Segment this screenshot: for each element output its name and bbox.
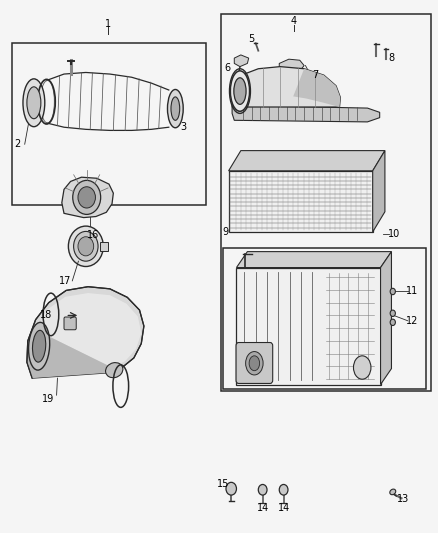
Polygon shape (293, 69, 340, 107)
Ellipse shape (226, 482, 237, 495)
Ellipse shape (353, 356, 371, 379)
Polygon shape (27, 287, 144, 378)
Ellipse shape (390, 288, 396, 295)
Bar (237, 268, 381, 384)
Ellipse shape (390, 310, 396, 317)
Polygon shape (46, 114, 169, 131)
Bar (223, 248, 426, 389)
Text: 8: 8 (389, 53, 395, 62)
Ellipse shape (28, 322, 49, 370)
Polygon shape (232, 67, 340, 107)
Text: 12: 12 (406, 316, 418, 326)
Text: 13: 13 (397, 494, 410, 504)
Text: 14: 14 (278, 503, 290, 513)
Text: 14: 14 (257, 503, 269, 513)
Polygon shape (237, 252, 392, 268)
Ellipse shape (78, 237, 94, 256)
Ellipse shape (230, 71, 250, 111)
Text: 6: 6 (225, 63, 231, 73)
Bar (12, 43, 206, 205)
Text: 7: 7 (312, 70, 318, 80)
Polygon shape (229, 151, 385, 171)
Text: 17: 17 (59, 276, 71, 286)
Text: 18: 18 (40, 310, 53, 320)
Ellipse shape (279, 484, 288, 495)
Ellipse shape (27, 87, 41, 119)
Ellipse shape (234, 78, 246, 104)
Polygon shape (62, 177, 113, 217)
Ellipse shape (73, 180, 101, 214)
Polygon shape (279, 59, 304, 72)
Text: 15: 15 (217, 480, 230, 489)
Text: 2: 2 (14, 139, 21, 149)
Text: 19: 19 (42, 394, 54, 405)
Polygon shape (28, 330, 112, 378)
Ellipse shape (390, 319, 396, 326)
FancyBboxPatch shape (64, 317, 76, 330)
Ellipse shape (106, 362, 123, 378)
Bar (221, 14, 431, 391)
Ellipse shape (390, 489, 396, 495)
Text: 11: 11 (406, 286, 418, 296)
Ellipse shape (171, 97, 180, 120)
FancyBboxPatch shape (236, 343, 273, 383)
Bar (100, 242, 108, 251)
Ellipse shape (167, 90, 183, 128)
Polygon shape (381, 252, 392, 384)
Text: 5: 5 (248, 34, 254, 44)
Polygon shape (46, 72, 169, 131)
Ellipse shape (258, 484, 267, 495)
Ellipse shape (78, 187, 95, 208)
Text: 3: 3 (180, 122, 186, 132)
Polygon shape (234, 55, 249, 67)
Text: 16: 16 (87, 230, 99, 240)
Ellipse shape (246, 352, 263, 375)
Polygon shape (373, 151, 385, 232)
Ellipse shape (68, 226, 103, 266)
Ellipse shape (23, 79, 45, 127)
Ellipse shape (249, 356, 260, 370)
Polygon shape (36, 293, 141, 368)
Text: 10: 10 (388, 229, 400, 239)
Bar (229, 171, 373, 232)
Ellipse shape (74, 231, 98, 261)
Text: 9: 9 (222, 228, 228, 238)
Text: 1: 1 (105, 19, 111, 29)
Ellipse shape (32, 330, 46, 362)
Text: 4: 4 (291, 16, 297, 26)
Polygon shape (232, 106, 380, 122)
